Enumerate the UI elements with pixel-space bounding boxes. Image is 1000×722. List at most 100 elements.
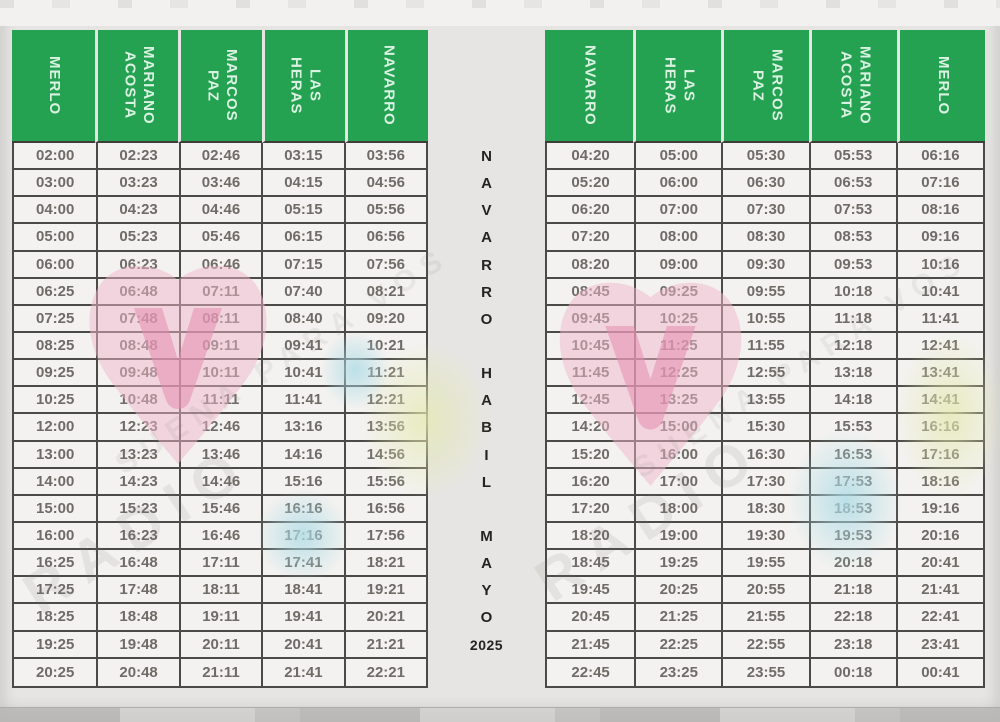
time-cell: 19:41 bbox=[261, 604, 344, 632]
time-cell: 17:41 bbox=[261, 550, 344, 578]
station-header-label: MARCOS PAZ bbox=[204, 49, 241, 122]
vertical-label-letter: M bbox=[480, 528, 493, 546]
time-cell: 05:56 bbox=[343, 197, 426, 225]
time-cell: 09:11 bbox=[178, 332, 262, 361]
station-header-marcos-paz: MARCOS PAZ bbox=[721, 30, 809, 143]
vertical-label-letter: O bbox=[480, 310, 493, 328]
time-cell: 18:45 bbox=[547, 550, 635, 578]
time-cell: 21:21 bbox=[343, 631, 426, 659]
time-cell: 06:53 bbox=[808, 170, 896, 198]
time-cell: 14:20 bbox=[547, 414, 635, 442]
time-cell: 19:00 bbox=[634, 522, 722, 551]
station-header-las-heras: LAS HERAS bbox=[633, 30, 721, 143]
time-cell: 06:23 bbox=[96, 251, 179, 279]
time-cell: 13:18 bbox=[808, 360, 896, 388]
time-cell: 09:25 bbox=[634, 278, 722, 306]
vertical-label-letter: I bbox=[484, 446, 489, 464]
time-cell: 12:21 bbox=[343, 387, 426, 415]
time-cell: 16:20 bbox=[547, 469, 635, 496]
time-cell: 09:41 bbox=[261, 332, 344, 361]
time-cell: 11:55 bbox=[721, 332, 809, 361]
time-cell: 10:18 bbox=[808, 278, 896, 306]
time-cell: 09:20 bbox=[343, 305, 426, 333]
vertical-label-letter bbox=[428, 333, 545, 360]
station-header-label: MARCOS PAZ bbox=[749, 49, 786, 122]
time-cell: 07:11 bbox=[178, 278, 262, 306]
time-cell: 21:45 bbox=[547, 632, 635, 659]
time-cell: 03:46 bbox=[178, 170, 262, 198]
time-cell: 13:00 bbox=[14, 442, 97, 469]
time-cell: 14:46 bbox=[178, 468, 262, 496]
time-cell: 19:45 bbox=[547, 577, 635, 605]
schedule-label-column: N A V A R R O H A B I L M A Y O 2025 bbox=[428, 143, 545, 688]
time-cell: 07:53 bbox=[808, 197, 896, 225]
bottom-edge-artifact bbox=[0, 707, 1000, 722]
time-cell: 13:25 bbox=[634, 387, 722, 415]
time-cell: 03:15 bbox=[261, 143, 344, 171]
time-cell: 02:23 bbox=[96, 143, 179, 171]
time-cell: 12:00 bbox=[14, 414, 97, 442]
time-cell: 09:25 bbox=[14, 360, 97, 388]
time-cell: 17:16 bbox=[261, 522, 344, 551]
time-cell: 16:25 bbox=[14, 550, 97, 578]
time-cell: 18:48 bbox=[96, 604, 179, 632]
time-cell: 20:41 bbox=[261, 631, 344, 659]
vertical-label-letter: B bbox=[481, 419, 492, 437]
vertical-label-letter: Y bbox=[481, 582, 492, 600]
time-cell: 20:11 bbox=[178, 631, 262, 659]
time-cell: 22:21 bbox=[343, 658, 426, 686]
time-cell: 09:00 bbox=[634, 251, 722, 279]
time-cell: 06:46 bbox=[178, 251, 262, 279]
time-cell: 04:46 bbox=[178, 197, 262, 225]
time-cell: 16:16 bbox=[261, 495, 344, 523]
time-cell: 21:41 bbox=[261, 658, 343, 686]
time-cell: 08:53 bbox=[808, 224, 896, 252]
time-cell: 21:41 bbox=[895, 577, 983, 605]
time-cell: 06:20 bbox=[547, 197, 635, 225]
time-cell: 19:21 bbox=[343, 577, 426, 605]
time-cell: 22:55 bbox=[721, 631, 809, 659]
time-cell: 07:16 bbox=[895, 170, 983, 198]
station-header-navarro: NAVARRO bbox=[545, 30, 633, 143]
time-cell: 10:55 bbox=[721, 305, 809, 333]
time-cell: 09:16 bbox=[895, 224, 983, 252]
time-cell: 12:55 bbox=[721, 360, 809, 388]
time-cell: 21:18 bbox=[808, 577, 896, 605]
time-cell: 16:53 bbox=[808, 441, 896, 469]
station-header-label: MARIANO ACOSTA bbox=[837, 46, 874, 125]
time-cell: 13:16 bbox=[261, 414, 344, 442]
time-cell: 07:30 bbox=[721, 197, 809, 225]
time-cell: 13:23 bbox=[96, 441, 179, 469]
time-cell: 04:15 bbox=[261, 170, 344, 198]
time-cell: 08:11 bbox=[178, 305, 262, 333]
time-cell: 20:25 bbox=[634, 577, 722, 605]
time-cell: 21:11 bbox=[178, 658, 261, 686]
time-cell: 22:18 bbox=[808, 604, 896, 632]
time-cell: 17:11 bbox=[178, 550, 262, 578]
top-edge-artifact bbox=[0, 0, 1000, 26]
time-cell: 05:46 bbox=[178, 224, 262, 252]
vertical-label-letter: A bbox=[481, 392, 492, 410]
station-header-label: MERLO bbox=[45, 55, 63, 116]
time-cell: 23:41 bbox=[895, 631, 983, 659]
time-cell: 11:11 bbox=[178, 387, 262, 415]
time-cell: 07:56 bbox=[343, 251, 426, 279]
time-cell: 12:41 bbox=[895, 332, 983, 361]
station-header-label: MARIANO ACOSTA bbox=[121, 46, 158, 125]
vertical-label-letter: A bbox=[481, 175, 492, 193]
time-cell: 20:18 bbox=[808, 550, 896, 578]
time-cell: 05:20 bbox=[547, 170, 635, 198]
time-cell: 11:25 bbox=[634, 332, 722, 361]
time-cell: 19:11 bbox=[178, 604, 262, 632]
time-cell: 04:23 bbox=[96, 197, 179, 225]
time-cell: 09:45 bbox=[547, 306, 635, 333]
vertical-label-letter: R bbox=[481, 256, 492, 274]
time-cell: 05:23 bbox=[96, 224, 179, 252]
time-cell: 19:16 bbox=[895, 495, 983, 523]
time-cell: 17:00 bbox=[634, 468, 722, 496]
time-cell: 15:00 bbox=[634, 414, 722, 442]
time-cell: 05:00 bbox=[634, 143, 722, 171]
time-cell: 18:41 bbox=[261, 577, 344, 605]
time-cell: 07:20 bbox=[547, 224, 635, 252]
